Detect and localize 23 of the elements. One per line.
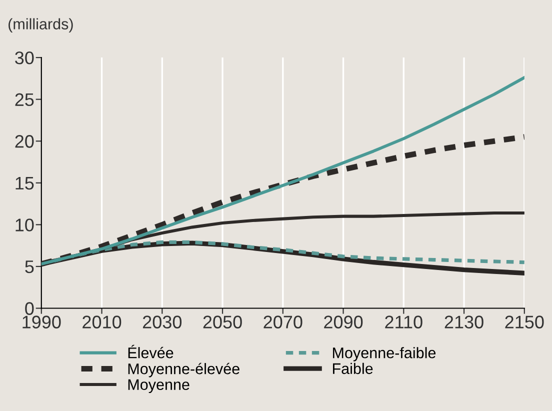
y-tick-label: 5	[25, 260, 34, 274]
y-tick-label: 10	[16, 218, 34, 232]
x-tick-label: 2070	[264, 316, 302, 328]
legend-label: Élevée	[128, 344, 174, 358]
legend-label: Moyenne-élevée	[128, 362, 240, 378]
x-tick-label: 2130	[444, 316, 484, 328]
legend-label: Moyenne	[128, 379, 190, 394]
x-tick-label: 2030	[142, 316, 182, 328]
legend-label: Moyenne-faible	[333, 347, 436, 362]
x-tick-label: 2110	[385, 316, 422, 328]
x-tick-label: 2090	[324, 316, 363, 328]
x-tick-label: 2010	[82, 316, 122, 328]
x-tick-label: 2050	[203, 316, 242, 328]
x-tick-label: 2150	[505, 316, 544, 328]
y-axis-title: (milliards)	[8, 18, 73, 32]
y-tick-label: 25	[15, 93, 34, 106]
x-tick-label: 1990	[22, 316, 61, 328]
y-tick-label: 15	[16, 177, 34, 190]
line-series	[41, 76, 524, 266]
legend-label: Faible	[333, 362, 373, 374]
y-tick-label: 20	[15, 135, 34, 148]
y-tick-label: 30	[15, 51, 34, 64]
y-tick-label: 0	[25, 302, 34, 315]
